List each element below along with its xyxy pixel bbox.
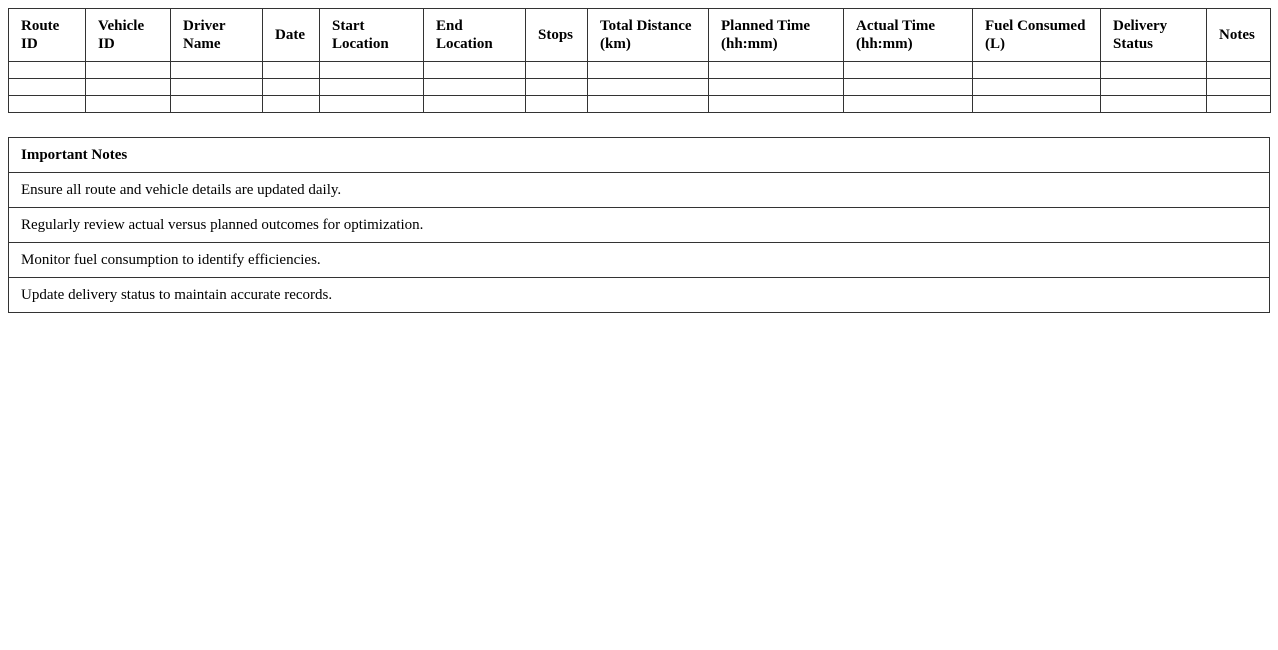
table-cell <box>1100 78 1207 96</box>
route-log-table: Route ID Vehicle ID Driver Name Date Start L… <box>8 8 1271 113</box>
table-cell <box>525 61 588 79</box>
table-cell <box>1206 78 1271 96</box>
table-cell <box>587 78 709 96</box>
column-header: Actual Time (hh:mm) <box>843 8 973 62</box>
table-cell <box>423 95 526 113</box>
column-header: Delivery Status <box>1100 8 1207 62</box>
note-item: Regularly review actual versus planned o… <box>8 207 1270 243</box>
important-notes-table: Important Notes Ensure all route and veh… <box>8 137 1270 313</box>
table-cell <box>972 61 1101 79</box>
table-cell <box>843 95 973 113</box>
table-cell <box>708 61 844 79</box>
table-cell <box>319 61 424 79</box>
notes-title: Important Notes <box>8 137 1270 173</box>
table-cell <box>319 78 424 96</box>
table-cell <box>85 78 171 96</box>
table-cell <box>262 78 320 96</box>
header-row: Route ID Vehicle ID Driver Name Date Start L… <box>8 8 1271 62</box>
table-cell <box>85 61 171 79</box>
table-cell <box>170 78 263 96</box>
column-header: Driver Name <box>170 8 263 62</box>
table-cell <box>1100 61 1207 79</box>
table-row <box>8 61 1271 79</box>
table-cell <box>170 95 263 113</box>
column-header: Route ID <box>8 8 86 62</box>
column-header: Vehicle ID <box>85 8 171 62</box>
table-cell <box>170 61 263 79</box>
note-item: Ensure all route and vehicle details are… <box>8 172 1270 208</box>
table-cell <box>8 61 86 79</box>
table-cell <box>423 61 526 79</box>
table-cell <box>972 78 1101 96</box>
column-header: Start Location <box>319 8 424 62</box>
column-header: End Location <box>423 8 526 62</box>
column-header: Total Distance (km) <box>587 8 709 62</box>
table-cell <box>587 61 709 79</box>
table-cell <box>525 95 588 113</box>
column-header: Notes <box>1206 8 1271 62</box>
table-cell <box>8 95 86 113</box>
table-cell <box>843 61 973 79</box>
table-cell <box>843 78 973 96</box>
table-cell <box>85 95 171 113</box>
column-header: Fuel Consumed (L) <box>972 8 1101 62</box>
table-cell <box>1100 95 1207 113</box>
table-cell <box>319 95 424 113</box>
table-cell <box>972 95 1101 113</box>
table-cell <box>708 78 844 96</box>
column-header: Planned Time (hh:mm) <box>708 8 844 62</box>
table-cell <box>587 95 709 113</box>
table-cell <box>262 61 320 79</box>
table-cell <box>262 95 320 113</box>
table-cell <box>1206 95 1271 113</box>
column-header: Stops <box>525 8 588 62</box>
note-item: Update delivery status to maintain accur… <box>8 277 1270 313</box>
table-cell <box>8 78 86 96</box>
table-cell <box>423 78 526 96</box>
column-header: Date <box>262 8 320 62</box>
table-cell <box>525 78 588 96</box>
table-cell <box>708 95 844 113</box>
note-item: Monitor fuel consumption to identify eff… <box>8 242 1270 278</box>
table-row <box>8 78 1271 96</box>
table-cell <box>1206 61 1271 79</box>
table-row <box>8 95 1271 113</box>
